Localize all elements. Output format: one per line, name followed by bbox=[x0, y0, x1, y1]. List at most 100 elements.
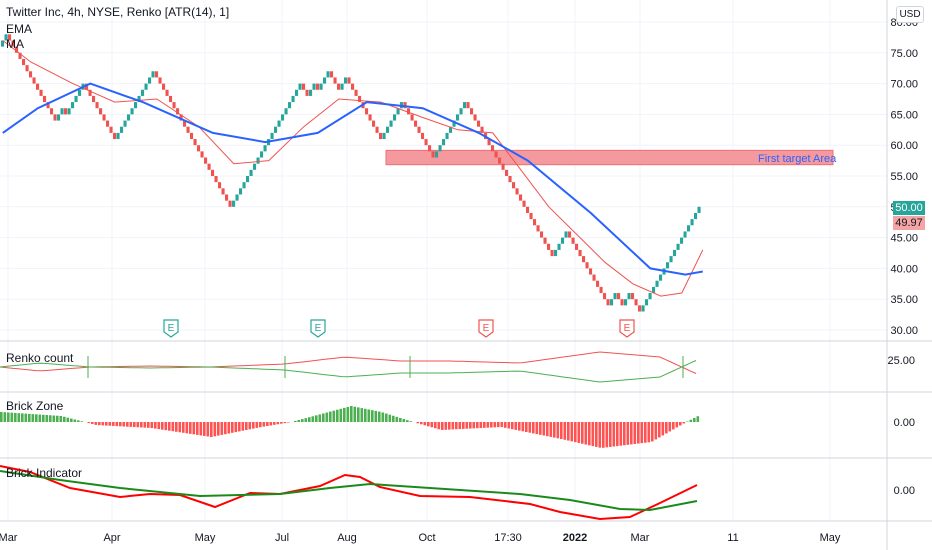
brick-zone-bar bbox=[644, 422, 647, 443]
renko-brick bbox=[330, 71, 334, 78]
earnings-badge[interactable]: E bbox=[478, 319, 494, 338]
renko-brick bbox=[204, 157, 208, 164]
renko-brick bbox=[529, 212, 533, 220]
renko-brick bbox=[1, 40, 5, 47]
renko-brick bbox=[368, 114, 372, 121]
brick-zone-bar bbox=[108, 422, 112, 426]
brick-zone-bar bbox=[241, 422, 245, 431]
renko-brick bbox=[169, 95, 173, 103]
earnings-badge[interactable]: E bbox=[619, 319, 635, 338]
renko-brick bbox=[277, 120, 281, 127]
brick-zone-bar bbox=[392, 415, 395, 422]
brick-zone-bar bbox=[259, 422, 262, 428]
renko-brick bbox=[260, 151, 264, 158]
renko-brick bbox=[326, 71, 330, 78]
brick-zone-bar bbox=[346, 406, 350, 422]
renko-brick bbox=[515, 188, 519, 195]
brick-zone-bar bbox=[360, 408, 364, 422]
brick-zone-bar bbox=[112, 422, 115, 426]
brick-zone-bar bbox=[101, 422, 105, 426]
renko-brick bbox=[106, 120, 110, 127]
renko-brick bbox=[36, 83, 40, 90]
brick-zone-bar bbox=[497, 422, 500, 428]
earnings-badge[interactable]: E bbox=[163, 319, 179, 338]
brick-zone-bar bbox=[619, 422, 623, 446]
brick-zone-bar bbox=[52, 415, 56, 422]
renko-brick bbox=[323, 77, 327, 84]
renko-brick bbox=[193, 139, 197, 146]
brick-zone-bar bbox=[675, 422, 679, 428]
renko-brick bbox=[92, 95, 96, 103]
brick-zone-bar bbox=[637, 422, 640, 444]
brick-zone-bar bbox=[479, 422, 483, 429]
renko-brick bbox=[543, 237, 547, 244]
brick-zone-bar bbox=[444, 422, 448, 430]
earnings-badge[interactable]: E bbox=[310, 319, 326, 338]
badge-shape bbox=[619, 319, 635, 338]
brick-zone-bar bbox=[364, 408, 367, 422]
brick-zone-bar bbox=[199, 422, 203, 436]
brick-zone-bar bbox=[658, 422, 661, 438]
brick-zone-bar bbox=[220, 422, 224, 435]
brick-zone-bar bbox=[465, 422, 469, 429]
brick-zone-bar bbox=[343, 407, 346, 422]
renko-brick bbox=[533, 219, 537, 226]
price-tick-label: 60.00 bbox=[890, 140, 918, 152]
brick-zone-bar bbox=[168, 422, 171, 431]
renko-brick bbox=[246, 176, 250, 183]
renko-brick bbox=[337, 83, 341, 90]
brick-zone-bar bbox=[430, 422, 434, 428]
renko-brick bbox=[43, 95, 47, 103]
renko-brick bbox=[452, 120, 456, 127]
brick-zone-bar bbox=[399, 417, 402, 422]
brick-zone-bar bbox=[73, 419, 77, 422]
brick-zone-bar bbox=[336, 409, 339, 422]
brick-zone-bar bbox=[318, 414, 322, 422]
renko-brick bbox=[659, 274, 663, 281]
brick-zone-bar bbox=[693, 418, 696, 422]
renko-brick bbox=[666, 262, 670, 269]
chart-title: Twitter Inc, 4h, NYSE, Renko [ATR(14), 1… bbox=[6, 5, 230, 19]
brick-zone-bar bbox=[70, 418, 73, 422]
badge-shape bbox=[310, 319, 326, 338]
brick-zone-bar bbox=[49, 415, 52, 422]
ema-label: EMA bbox=[6, 22, 33, 36]
renko-brick bbox=[134, 102, 138, 109]
brick-zone-bar bbox=[595, 422, 598, 447]
brick-zone-bar bbox=[563, 422, 567, 440]
brick-zone-bar bbox=[297, 420, 301, 422]
brick-zone-bar bbox=[154, 422, 157, 429]
renko-brick bbox=[634, 299, 638, 306]
ma-line bbox=[2, 82, 703, 276]
renko-brick bbox=[249, 169, 253, 176]
renko-brick bbox=[53, 114, 57, 121]
brick-zone-bar bbox=[262, 422, 266, 427]
renko-brick bbox=[218, 182, 222, 189]
brick-zone-bar bbox=[325, 412, 329, 422]
brick-zone-bar bbox=[623, 422, 626, 446]
renko-brick bbox=[242, 182, 246, 189]
brick-zone-bar bbox=[420, 422, 423, 425]
brick-zone-bar bbox=[567, 422, 570, 441]
brick-zone-bar bbox=[189, 422, 192, 434]
renko-brick bbox=[631, 293, 635, 300]
renko-brick bbox=[466, 102, 470, 109]
renko-brick bbox=[32, 77, 36, 84]
brick-zone-bar bbox=[21, 413, 24, 422]
renko-brick bbox=[568, 231, 572, 238]
currency-button[interactable]: USD bbox=[896, 6, 924, 23]
renko-brick bbox=[393, 114, 397, 121]
renko-brick bbox=[225, 194, 229, 201]
renko-brick bbox=[477, 120, 481, 127]
brick-zone-bar bbox=[311, 416, 315, 422]
brick-zone-bar bbox=[416, 422, 420, 424]
renko-brick bbox=[228, 200, 232, 207]
renko-brick bbox=[459, 108, 463, 115]
brick-zone-bar bbox=[556, 422, 560, 439]
brick-zone-bar bbox=[577, 422, 581, 443]
renko-brick bbox=[557, 243, 561, 250]
brick-zone-bar bbox=[448, 422, 451, 430]
price-tick-label: 40.00 bbox=[890, 263, 918, 275]
